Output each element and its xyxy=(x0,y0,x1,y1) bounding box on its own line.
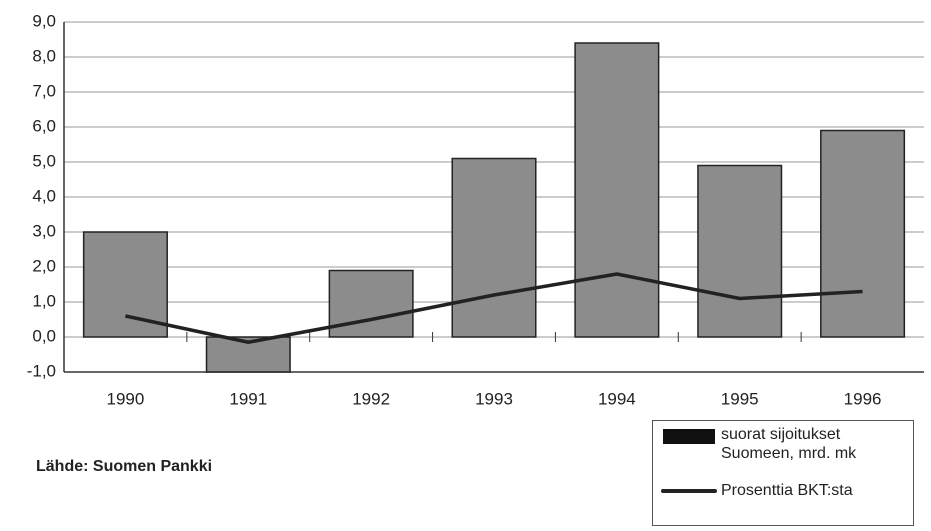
x-tick-label: 1995 xyxy=(721,389,759,408)
bar xyxy=(82,231,168,338)
bar xyxy=(451,157,537,338)
y-tick-label: 1,0 xyxy=(32,291,56,310)
bar xyxy=(574,42,660,338)
y-tick-label: 4,0 xyxy=(32,186,56,205)
y-tick-label: -1,0 xyxy=(27,361,56,380)
y-tick-label: 6,0 xyxy=(32,116,56,135)
y-tick-label: 0,0 xyxy=(32,326,56,345)
y-tick-label: 5,0 xyxy=(32,151,56,170)
x-tick-label: 1992 xyxy=(352,389,390,408)
x-tick-label: 1993 xyxy=(475,389,513,408)
legend-swatch xyxy=(663,429,715,444)
x-tick-label: 1996 xyxy=(844,389,882,408)
x-tick-label: 1990 xyxy=(107,389,145,408)
bar xyxy=(697,164,783,338)
legend-swatch xyxy=(661,489,717,493)
legend-label: Prosenttia BKT:sta xyxy=(721,482,853,499)
chart: -1,0 0,0 1,0 2,0 3,0 4,0 5,0 6,0 7,0 8,0 9,0 1990 19… xyxy=(27,11,924,408)
y-tick-label: 9,0 xyxy=(32,11,56,30)
y-tick-label: 8,0 xyxy=(32,46,56,65)
bar xyxy=(328,269,414,338)
y-tick-label: 7,0 xyxy=(32,81,56,100)
y-tick-label: 3,0 xyxy=(32,221,56,240)
legend-label: suorat sijoitukset Suomeen, mrd. mk xyxy=(721,426,857,462)
legend: suorat sijoitukset Suomeen, mrd. mk Pros… xyxy=(652,420,914,526)
y-tick-label: 2,0 xyxy=(32,256,56,275)
source-note: Lähde: Suomen Pankki xyxy=(36,458,213,475)
x-tick-label: 1991 xyxy=(229,389,267,408)
line xyxy=(125,272,863,344)
bar xyxy=(820,129,906,338)
x-tick-label: 1994 xyxy=(598,389,636,408)
